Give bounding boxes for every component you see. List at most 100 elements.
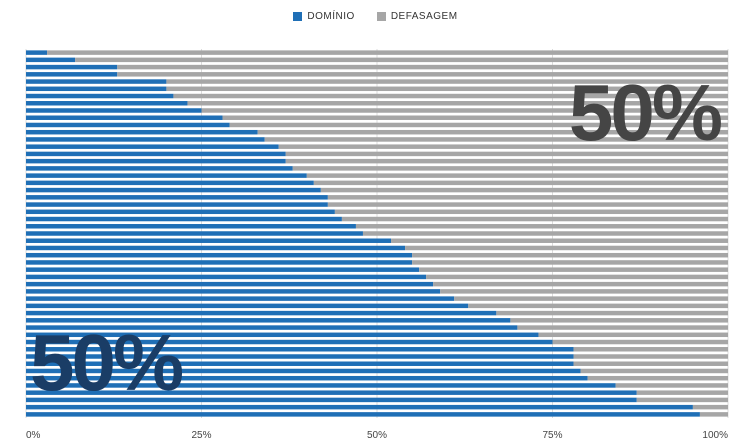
bar-segment-dominio [26,274,427,280]
bar-segment-dominio [26,137,265,142]
bar-segment-defasagem [587,375,728,381]
bottom-left-percent-label: 50% [30,318,183,407]
bar-segment-dominio [26,281,434,287]
bar-segment-defasagem [75,57,728,63]
bar-segment-dominio [26,238,392,243]
bar-segment-defasagem [426,274,728,280]
bar-segment-dominio [26,404,693,410]
legend-label-dominio: DOMÍNIO [307,11,355,22]
bar-segment-defasagem [327,202,728,207]
bar-segment-defasagem [285,158,728,164]
bar-segment-defasagem [355,224,728,229]
bar-segment-defasagem [285,151,728,157]
bar-segment-defasagem [313,180,728,186]
bar-segment-defasagem [412,252,728,258]
bar-segment-defasagem [538,332,728,338]
bar-segment-dominio [26,180,314,186]
bar-segment-defasagem [580,368,728,374]
legend-swatch-dominio [293,12,303,21]
bar-segment-dominio [26,325,518,330]
bar-segment-dominio [26,64,118,70]
bar-segment-dominio [26,122,230,128]
bar-segment-dominio [26,72,118,77]
bar-segment-defasagem [292,166,728,171]
bar-segment-dominio [26,202,328,207]
bar-segment-dominio [26,101,188,106]
bar-segment-dominio [26,332,539,338]
bar-segment-dominio [26,158,286,164]
bar-segment-dominio [26,173,307,178]
bar-segment-dominio [26,390,637,395]
bar-segment-defasagem [510,318,728,323]
bar-segment-dominio [26,339,553,345]
bar-segment-dominio [26,383,616,388]
bar-segment-defasagem [278,144,728,149]
bar-segment-dominio [26,303,469,309]
bar-segment-dominio [26,57,76,63]
bar-segment-defasagem [117,72,728,77]
bar-segment-dominio [26,144,279,149]
bar-segment-dominio [26,347,574,352]
bar-segment-defasagem [264,137,728,142]
x-tick-label: 100% [702,430,728,441]
bar-segment-defasagem [391,238,728,243]
bar-segment-dominio [26,115,223,120]
bar-segment-defasagem [496,310,728,316]
bar-segment-defasagem [573,354,728,359]
bar-segment-dominio [26,231,363,236]
bar-segment-dominio [26,79,167,84]
bar-segment-defasagem [117,64,728,70]
bar-segment-defasagem [229,122,728,128]
bar-segment-defasagem [692,404,728,410]
bar-segment-defasagem [341,216,728,222]
bar-segment-defasagem [636,390,728,395]
bar-segment-dominio [26,129,258,135]
bar-segment-defasagem [362,231,728,236]
bar-segment-dominio [26,209,335,215]
legend-swatch-defasagem [376,12,386,21]
bar-segment-defasagem [320,187,728,193]
bar-segment-defasagem [173,93,729,99]
bar-segment-defasagem [573,347,728,352]
bar-segment-defasagem [615,383,728,388]
bar-segment-dominio [26,108,202,113]
bar-segment-dominio [26,375,588,381]
bar-segment-defasagem [257,129,728,135]
bar-segment-dominio [26,354,574,359]
bar-segment-defasagem [201,108,728,113]
bar-segment-dominio [26,151,286,157]
bar-segment-dominio [26,296,455,301]
bar-segment-dominio [26,361,574,366]
bar-segment-defasagem [327,195,728,200]
bar-segment-defasagem [419,267,728,272]
bar-segment-defasagem [306,173,728,178]
bar-segment-dominio [26,93,174,99]
legend-item-defasagem[interactable]: DEFASAGEM [376,11,458,22]
bar-segment-dominio [26,187,321,193]
bar-segment-dominio [26,224,356,229]
bar-segment-dominio [26,245,406,251]
x-tick-label: 0% [26,430,41,441]
bar-segment-defasagem [334,209,728,215]
legend-item-dominio[interactable]: DOMÍNIO [293,11,354,22]
bar-segment-dominio [26,260,413,265]
legend: DOMÍNIO DEFASAGEM [0,11,751,22]
bar-segment-dominio [26,267,420,272]
x-tick-label: 75% [542,430,562,441]
bar-segment-dominio [26,252,413,258]
bar-segment-defasagem [433,281,728,287]
x-tick-label: 50% [367,430,387,441]
top-right-percent-label: 50% [569,68,722,157]
bar-segment-dominio [26,368,581,374]
bar-segment-dominio [26,86,167,92]
bar-segment-defasagem [405,245,728,251]
bar-segment-defasagem [166,79,728,84]
bar-segment-dominio [26,195,328,200]
bar-segment-defasagem [552,339,728,345]
bar-segment-defasagem [517,325,728,330]
bar-segment-dominio [26,289,441,294]
bar-segment-defasagem [699,412,728,417]
bar-segment-dominio [26,397,637,403]
bar-segment-defasagem [573,361,728,366]
